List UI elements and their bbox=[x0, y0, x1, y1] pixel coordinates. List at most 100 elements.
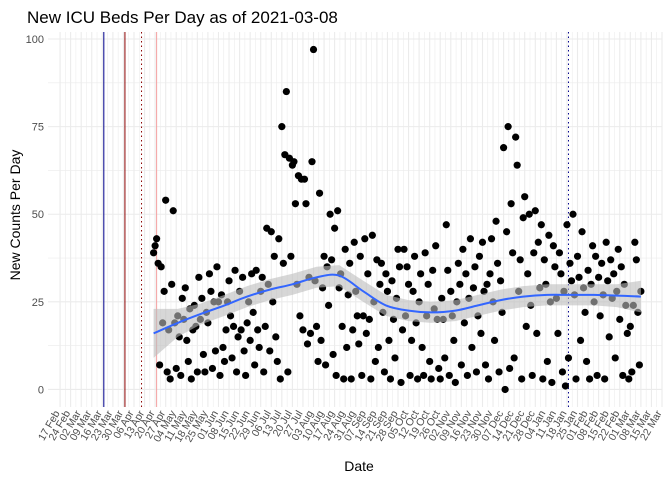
data-point bbox=[592, 252, 600, 260]
data-point bbox=[276, 375, 284, 383]
data-point bbox=[424, 280, 432, 288]
data-point bbox=[611, 354, 619, 362]
data-point bbox=[409, 287, 417, 295]
y-tick-labels: 0 25 50 75 100 bbox=[26, 34, 44, 396]
data-point bbox=[168, 280, 176, 288]
smooth-line-group bbox=[153, 273, 641, 335]
data-point bbox=[243, 319, 251, 327]
data-point bbox=[468, 343, 476, 352]
data-point bbox=[414, 375, 422, 383]
data-point bbox=[232, 368, 241, 376]
data-point bbox=[365, 315, 373, 323]
data-point bbox=[432, 242, 440, 250]
data-point bbox=[361, 235, 369, 243]
data-point bbox=[219, 343, 227, 352]
data-point bbox=[540, 256, 548, 264]
data-point bbox=[435, 364, 443, 373]
data-point bbox=[635, 361, 643, 369]
data-point bbox=[545, 231, 553, 239]
x-axis-label: Date bbox=[344, 458, 374, 474]
data-point bbox=[445, 371, 453, 380]
data-point bbox=[539, 375, 547, 383]
data-point bbox=[198, 294, 206, 302]
data-point bbox=[487, 235, 496, 243]
data-point bbox=[394, 245, 402, 253]
data-point bbox=[291, 200, 300, 208]
data-point bbox=[246, 336, 254, 345]
data-point bbox=[338, 322, 346, 330]
data-point bbox=[451, 378, 459, 387]
data-point bbox=[569, 210, 577, 218]
data-point bbox=[481, 361, 490, 369]
data-point bbox=[162, 196, 170, 204]
data-point bbox=[324, 301, 333, 309]
data-point bbox=[626, 322, 634, 330]
data-point bbox=[444, 266, 452, 274]
data-point bbox=[601, 375, 609, 383]
data-point bbox=[548, 378, 556, 387]
data-point bbox=[169, 207, 177, 215]
data-point bbox=[329, 350, 337, 359]
data-point bbox=[400, 245, 408, 253]
data-point bbox=[525, 210, 533, 218]
data-point bbox=[421, 249, 429, 257]
data-point bbox=[231, 266, 239, 274]
y-tick-label: 100 bbox=[26, 34, 44, 46]
data-point bbox=[382, 270, 390, 278]
data-point bbox=[410, 252, 419, 260]
data-point bbox=[153, 235, 161, 243]
data-point bbox=[275, 235, 283, 243]
data-point bbox=[469, 284, 478, 292]
data-point bbox=[284, 368, 292, 376]
data-point bbox=[356, 252, 364, 260]
data-point bbox=[619, 371, 627, 380]
data-point bbox=[462, 270, 470, 278]
data-point bbox=[302, 200, 310, 208]
data-point bbox=[585, 375, 594, 383]
data-point bbox=[371, 357, 379, 366]
data-point bbox=[484, 375, 493, 383]
data-point bbox=[442, 221, 450, 229]
data-point bbox=[496, 277, 505, 285]
data-point bbox=[267, 228, 275, 236]
data-point bbox=[181, 284, 189, 292]
data-point bbox=[258, 273, 266, 281]
data-point bbox=[506, 364, 514, 373]
data-point bbox=[564, 354, 573, 362]
data-point bbox=[605, 333, 613, 341]
data-point bbox=[566, 259, 574, 267]
data-point bbox=[157, 263, 165, 271]
data-point bbox=[242, 371, 250, 380]
data-point bbox=[222, 326, 230, 334]
data-point bbox=[160, 287, 168, 295]
data-point bbox=[581, 308, 589, 316]
data-point bbox=[534, 238, 542, 246]
data-point bbox=[309, 45, 318, 54]
data-point bbox=[216, 371, 224, 380]
data-point bbox=[436, 375, 444, 383]
data-point bbox=[237, 326, 245, 334]
data-point bbox=[213, 263, 221, 271]
data-point bbox=[266, 347, 274, 355]
data-point bbox=[391, 354, 399, 362]
data-point bbox=[593, 371, 601, 380]
data-point bbox=[252, 266, 260, 274]
data-point bbox=[270, 252, 278, 260]
data-point bbox=[483, 280, 491, 288]
data-point bbox=[358, 371, 366, 380]
data-point bbox=[207, 287, 215, 295]
data-point bbox=[234, 333, 242, 341]
data-point bbox=[353, 312, 361, 320]
data-point bbox=[530, 249, 538, 257]
data-point bbox=[205, 270, 214, 278]
data-point bbox=[282, 87, 290, 96]
data-point bbox=[573, 252, 582, 260]
data-point bbox=[251, 361, 259, 369]
data-point bbox=[296, 312, 304, 320]
data-point bbox=[454, 259, 462, 267]
data-point bbox=[417, 270, 425, 278]
data-point bbox=[519, 214, 527, 222]
data-point bbox=[457, 361, 465, 369]
